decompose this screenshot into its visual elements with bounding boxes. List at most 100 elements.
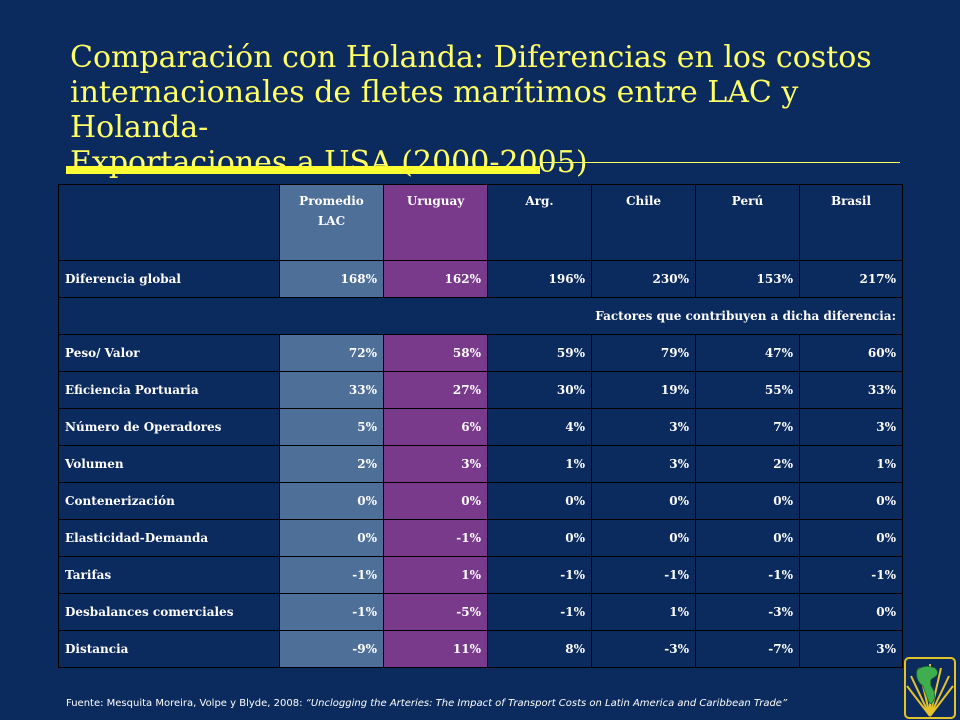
cell-value: 168% <box>279 260 384 298</box>
row-label: Volumen <box>58 445 280 483</box>
source-work: “Unclogging the Arteries: The Impact of … <box>305 698 788 709</box>
cell-value: 0% <box>695 482 800 520</box>
cell-value: 58% <box>383 334 488 372</box>
cost-comparison-table: Promedio LAC Uruguay Arg. Chile Perú Bra… <box>58 184 903 668</box>
row-label: Tarifas <box>58 556 280 594</box>
header-arg: Arg. <box>487 184 592 261</box>
header-lac-line2: LAC <box>317 214 346 228</box>
cell-value: 3% <box>383 445 488 483</box>
cell-value: -1% <box>799 556 903 594</box>
title-line-2: internacionales de fletes marítimos entr… <box>70 75 799 145</box>
cell-value: 6% <box>383 408 488 446</box>
cell-value: 5% <box>279 408 384 446</box>
source-citation: Fuente: Mesquita Moreira, Volpe y Blyde,… <box>66 698 787 709</box>
cell-value: 196% <box>487 260 592 298</box>
cell-value: 30% <box>487 371 592 409</box>
cell-value: -1% <box>279 556 384 594</box>
header-peru: Perú <box>695 184 800 261</box>
cell-value: 55% <box>695 371 800 409</box>
cell-value: -5% <box>383 593 488 631</box>
table-row: Desbalances comerciales -1% -5% -1% 1% -3% 0% <box>58 593 903 631</box>
cell-value: 0% <box>799 593 903 631</box>
cell-value: 0% <box>383 482 488 520</box>
title-underline-thin <box>540 162 900 163</box>
cell-value: 2% <box>695 445 800 483</box>
header-lac-line1: Promedio <box>299 194 364 208</box>
page-title: Comparación con Holanda: Diferencias en … <box>70 40 930 180</box>
cell-value: 8% <box>487 630 592 668</box>
row-label: Peso/ Valor <box>58 334 280 372</box>
header-brasil: Brasil <box>799 184 903 261</box>
title-underline-thick <box>66 166 540 174</box>
cell-value: 7% <box>695 408 800 446</box>
table-row: Contenerización 0% 0% 0% 0% 0% 0% <box>58 482 903 520</box>
row-label: Contenerización <box>58 482 280 520</box>
cell-value: 0% <box>279 519 384 557</box>
table-header-row: Promedio LAC Uruguay Arg. Chile Perú Bra… <box>58 184 903 261</box>
cell-value: 153% <box>695 260 800 298</box>
cell-value: 3% <box>591 445 696 483</box>
cell-value: 1% <box>799 445 903 483</box>
cell-value: 59% <box>487 334 592 372</box>
cell-value: 72% <box>279 334 384 372</box>
cell-value: 2% <box>279 445 384 483</box>
cell-value: -9% <box>279 630 384 668</box>
cell-value: 217% <box>799 260 903 298</box>
cell-value: 1% <box>383 556 488 594</box>
cell-value: 0% <box>799 519 903 557</box>
cell-value: -1% <box>383 519 488 557</box>
cell-value: 79% <box>591 334 696 372</box>
table-row: Distancia -9% 11% 8% -3% -7% 3% <box>58 630 903 668</box>
cell-value: 0% <box>695 519 800 557</box>
cell-value: 19% <box>591 371 696 409</box>
table-row: Elasticidad-Demanda 0% -1% 0% 0% 0% 0% <box>58 519 903 557</box>
table-row: Diferencia global 168% 162% 196% 230% 15… <box>58 260 903 298</box>
row-label: Desbalances comerciales <box>58 593 280 631</box>
factors-heading-row: Factores que contribuyen a dicha diferen… <box>58 297 903 335</box>
cell-value: 0% <box>799 482 903 520</box>
cell-value: -1% <box>695 556 800 594</box>
cell-value: 3% <box>591 408 696 446</box>
cell-value: 230% <box>591 260 696 298</box>
header-promedio-lac: Promedio LAC <box>279 184 384 261</box>
cell-value: 33% <box>279 371 384 409</box>
cell-value: 33% <box>799 371 903 409</box>
cell-value: 60% <box>799 334 903 372</box>
header-empty <box>58 184 280 261</box>
cell-value: -1% <box>487 593 592 631</box>
cell-value: -1% <box>279 593 384 631</box>
cell-value: -3% <box>695 593 800 631</box>
cell-value: -1% <box>591 556 696 594</box>
row-label: Elasticidad-Demanda <box>58 519 280 557</box>
title-line-3: Exportaciones a USA (2000-2005) <box>70 145 588 180</box>
header-chile: Chile <box>591 184 696 261</box>
cell-value: 1% <box>487 445 592 483</box>
americas-globe-logo-icon <box>904 657 956 719</box>
cell-value: 1% <box>591 593 696 631</box>
row-label: Número de Operadores <box>58 408 280 446</box>
row-label: Eficiencia Portuaria <box>58 371 280 409</box>
cell-value: -1% <box>487 556 592 594</box>
table-row: Tarifas -1% 1% -1% -1% -1% -1% <box>58 556 903 594</box>
cell-value: 11% <box>383 630 488 668</box>
cell-value: 27% <box>383 371 488 409</box>
cell-value: 47% <box>695 334 800 372</box>
table-row: Volumen 2% 3% 1% 3% 2% 1% <box>58 445 903 483</box>
cell-value: -3% <box>591 630 696 668</box>
header-uruguay: Uruguay <box>383 184 488 261</box>
row-label: Distancia <box>58 630 280 668</box>
table-row: Número de Operadores 5% 6% 4% 3% 7% 3% <box>58 408 903 446</box>
cell-value: 4% <box>487 408 592 446</box>
table-row: Eficiencia Portuaria 33% 27% 30% 19% 55% 33% <box>58 371 903 409</box>
cell-value: 0% <box>487 519 592 557</box>
cell-value: 0% <box>591 519 696 557</box>
cell-value: 0% <box>279 482 384 520</box>
cell-value: 3% <box>799 630 903 668</box>
table-row: Peso/ Valor 72% 58% 59% 79% 47% 60% <box>58 334 903 372</box>
cell-value: 162% <box>383 260 488 298</box>
cell-value: 0% <box>591 482 696 520</box>
row-label: Diferencia global <box>58 260 280 298</box>
title-line-1: Comparación con Holanda: Diferencias en … <box>70 40 872 75</box>
cell-value: 3% <box>799 408 903 446</box>
cell-value: 0% <box>487 482 592 520</box>
